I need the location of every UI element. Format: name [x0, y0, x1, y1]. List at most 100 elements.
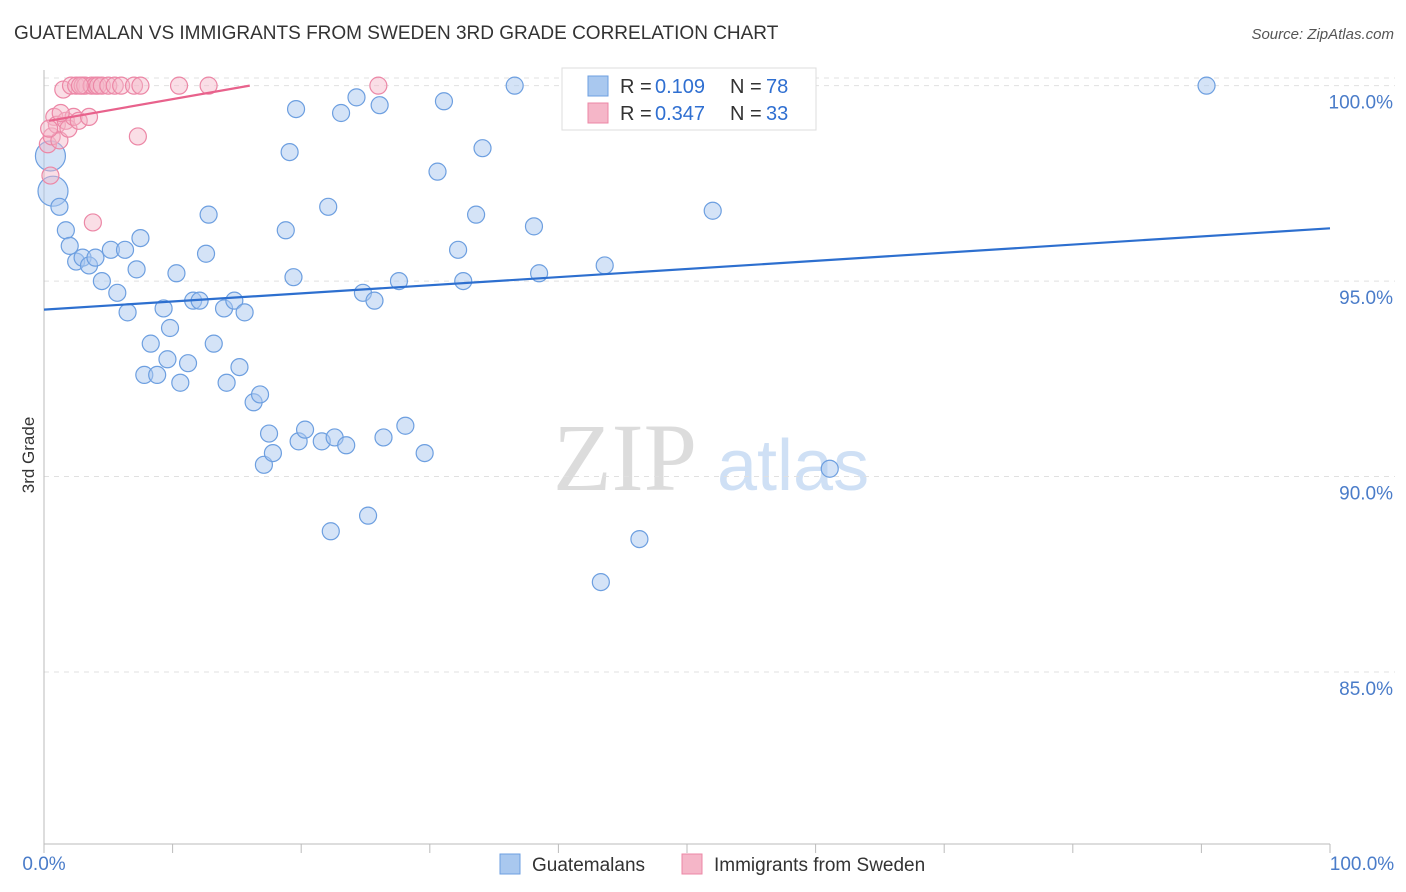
point-guatemalans: [389, 271, 409, 291]
point-guatemalans: [505, 76, 524, 95]
stats-n-value-1: 78: [766, 76, 788, 98]
point-guatemalans: [454, 271, 473, 291]
point-guatemalans: [178, 354, 198, 373]
point-sweden: [99, 76, 118, 95]
point-guatemalans: [396, 416, 415, 435]
x-tick-label-right: 100.0%: [1330, 854, 1395, 875]
point-guatemalans: [347, 88, 366, 107]
point-guatemalans: [148, 365, 167, 385]
point-guatemalans: [131, 228, 150, 248]
point-guatemalans: [703, 201, 722, 220]
point-guatemalans: [86, 248, 105, 267]
point-guatemalans: [466, 205, 486, 224]
point-guatemalans: [263, 443, 283, 463]
y-tick-label: 100.0%: [1329, 93, 1394, 114]
point-guatemalans: [337, 436, 356, 455]
point-guatemalans: [60, 236, 79, 256]
gridlines: [44, 77, 1395, 673]
point-guatemalans: [167, 264, 186, 283]
stats-swatch-sweden: [587, 102, 609, 124]
chart-title: GUATEMALAN VS IMMIGRANTS FROM SWEDEN 3RD…: [14, 23, 779, 44]
point-guatemalans: [428, 162, 447, 181]
legend-swatch-sweden: [681, 853, 703, 875]
y-tick-label: 95.0%: [1339, 288, 1393, 309]
data-points: [34, 76, 1216, 592]
watermark: ZIP atlas: [553, 404, 869, 511]
point-guatemalans: [331, 103, 351, 123]
point-sweden: [131, 76, 150, 95]
point-sweden: [169, 76, 189, 95]
point-guatemalans: [158, 350, 177, 369]
y-tick-label: 85.0%: [1339, 679, 1393, 700]
y-tick-label: 90.0%: [1339, 484, 1393, 505]
trend-lines: [43, 84, 1331, 311]
point-sweden: [70, 76, 90, 95]
point-guatemalans: [295, 420, 315, 439]
stats-swatch-guatemalans: [587, 75, 609, 97]
stats-n-value-2: 33: [766, 103, 788, 125]
stats-r-label-1: R =: [620, 76, 652, 98]
point-sweden: [199, 76, 218, 95]
point-guatemalans: [204, 334, 223, 353]
point-guatemalans: [1197, 76, 1216, 95]
point-guatemalans: [448, 240, 468, 259]
point-sweden: [79, 107, 99, 127]
point-sweden: [92, 76, 111, 95]
point-guatemalans: [321, 522, 340, 541]
stats-r-value-1: 0.109: [655, 76, 705, 98]
stats-n-label-1: N =: [730, 76, 762, 98]
point-guatemalans: [284, 268, 303, 287]
point-guatemalans: [92, 271, 111, 291]
point-guatemalans: [199, 205, 218, 224]
trend-line-guatemalans: [43, 227, 1331, 311]
point-guatemalans: [171, 373, 190, 392]
point-guatemalans: [196, 244, 216, 263]
point-guatemalans: [127, 260, 146, 279]
y-axis-title: 3rd Grade: [19, 417, 38, 494]
point-sweden: [128, 127, 147, 146]
legend: Guatemalans Immigrants from Sweden: [499, 853, 925, 876]
point-guatemalans: [50, 197, 69, 216]
point-guatemalans: [473, 139, 492, 158]
point-guatemalans: [115, 240, 135, 259]
point-guatemalans: [370, 96, 389, 115]
legend-label-guatemalans: Guatemalans: [532, 855, 645, 876]
stats-r-value-2: 0.347: [655, 103, 705, 125]
point-sweden: [124, 76, 144, 95]
point-guatemalans: [415, 443, 434, 463]
point-guatemalans: [154, 299, 173, 318]
point-sweden: [105, 76, 124, 95]
point-guatemalans: [591, 572, 610, 592]
point-guatemalans: [820, 459, 839, 478]
point-sweden: [112, 76, 131, 95]
point-guatemalans: [56, 221, 75, 240]
point-guatemalans: [595, 256, 614, 275]
stats-n-label-2: N =: [730, 103, 762, 125]
watermark-zip: ZIP: [553, 404, 697, 511]
point-guatemalans: [118, 303, 137, 322]
legend-label-sweden: Immigrants from Sweden: [714, 855, 925, 876]
x-tick-label-left: 0.0%: [22, 854, 65, 875]
point-sweden: [369, 76, 388, 95]
point-guatemalans: [276, 221, 295, 240]
point-sweden: [40, 119, 59, 138]
point-sweden: [41, 166, 60, 185]
point-guatemalans: [524, 217, 544, 236]
point-guatemalans: [280, 142, 299, 162]
point-guatemalans: [108, 283, 127, 302]
point-guatemalans: [630, 529, 649, 549]
point-guatemalans: [434, 92, 454, 111]
point-guatemalans: [365, 291, 384, 310]
point-guatemalans: [230, 357, 249, 377]
legend-swatch-guatemalans: [499, 853, 521, 875]
trend-line-sweden: [48, 84, 250, 122]
point-guatemalans: [250, 385, 270, 404]
watermark-atlas: atlas: [717, 426, 869, 506]
point-guatemalans: [374, 428, 393, 447]
point-guatemalans: [217, 373, 236, 392]
point-guatemalans: [141, 334, 160, 353]
point-guatemalans: [259, 424, 279, 443]
point-guatemalans: [286, 99, 306, 119]
y-tick-labels: 100.0% 95.0% 90.0% 85.0%: [1329, 93, 1394, 700]
